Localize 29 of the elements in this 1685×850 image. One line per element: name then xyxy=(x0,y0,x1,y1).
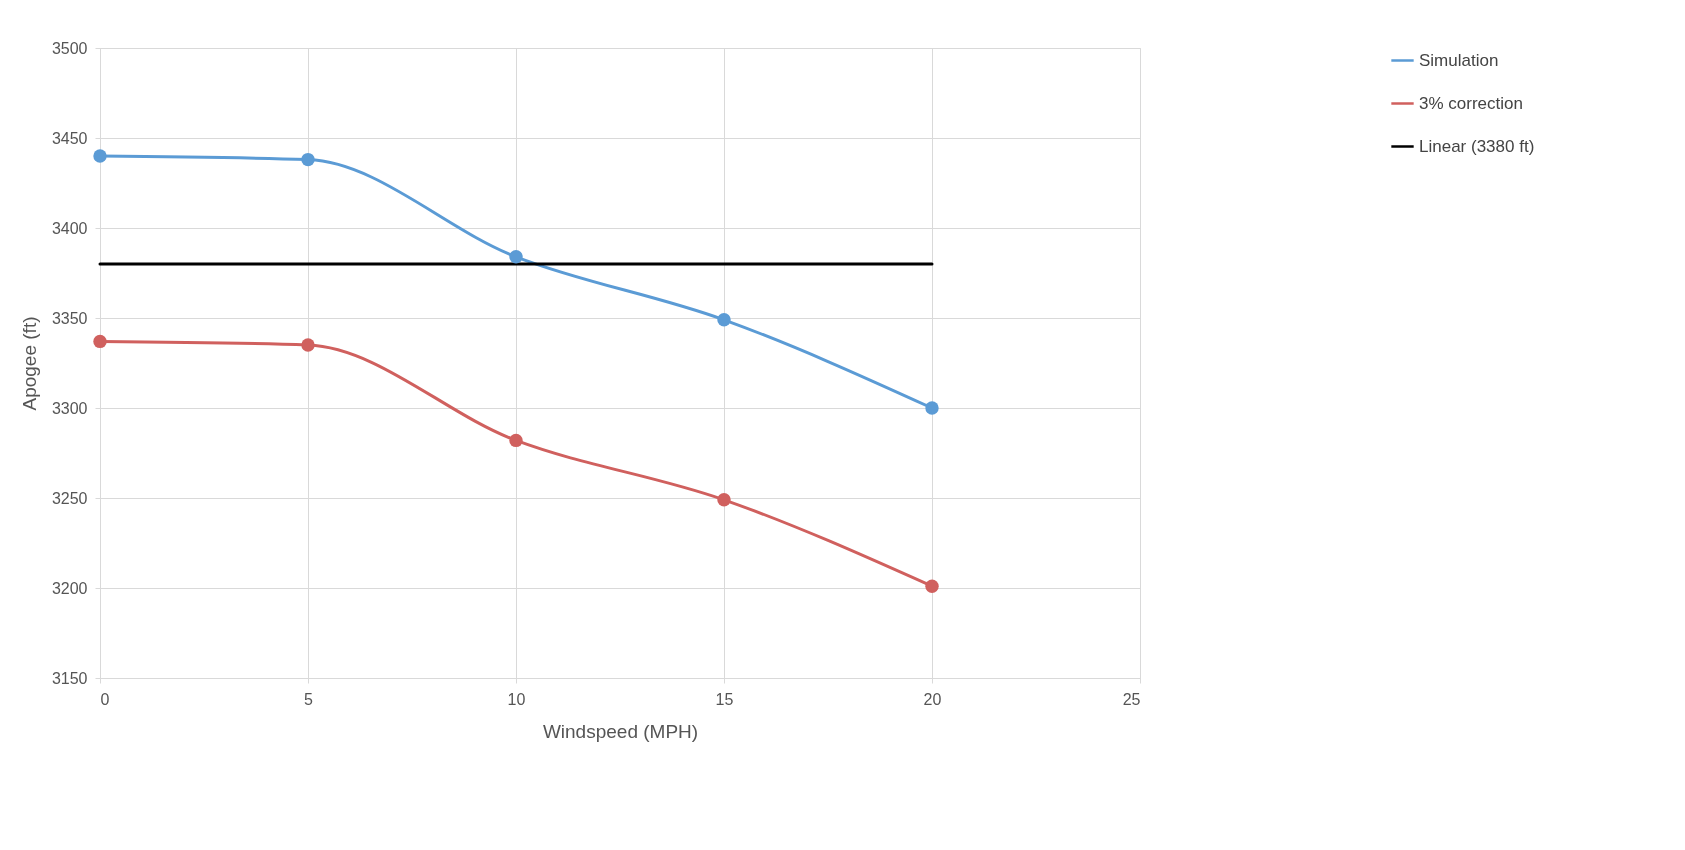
y-tick-label: 3250 xyxy=(51,489,88,507)
point xyxy=(925,401,939,415)
y-axis-title: Apogee (ft) xyxy=(18,316,40,411)
x-axis-title: Windspeed (MPH) xyxy=(542,720,699,742)
point xyxy=(717,313,731,327)
x-tick-label: 5 xyxy=(304,690,314,708)
point xyxy=(93,334,107,349)
point xyxy=(301,152,315,167)
point xyxy=(93,149,107,163)
point xyxy=(509,433,523,448)
x-tick-label: 0 xyxy=(100,690,110,708)
point xyxy=(509,250,523,264)
y-tick-label: 3500 xyxy=(51,39,88,57)
x-tick-label: 15 xyxy=(715,690,734,708)
y-tick-label: 3150 xyxy=(51,669,88,687)
y-tick-label: 3300 xyxy=(51,399,88,417)
point xyxy=(717,493,731,507)
x-tick-label: 10 xyxy=(507,690,526,708)
legend-label: Linear (3380 ft) xyxy=(1419,136,1535,156)
y-tick-label: 3200 xyxy=(51,579,88,597)
x-tick-label: 25 xyxy=(1122,690,1141,708)
x-tick-label: 20 xyxy=(923,690,942,708)
legend-label: 3% correction xyxy=(1419,93,1523,113)
y-tick-label: 3450 xyxy=(51,129,88,147)
legend-label: Simulation xyxy=(1419,50,1499,70)
y-tick-label: 3400 xyxy=(51,219,88,237)
point xyxy=(925,579,939,593)
point xyxy=(301,338,315,352)
y-tick-label: 3350 xyxy=(51,309,88,327)
